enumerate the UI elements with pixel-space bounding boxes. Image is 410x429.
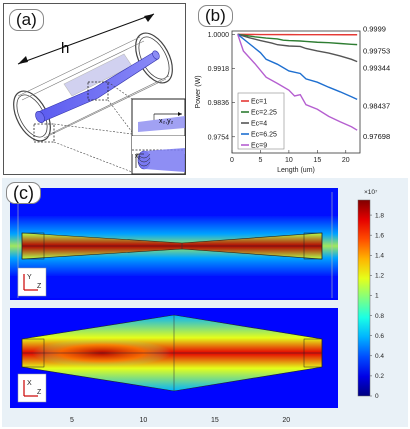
colorbar-exponent: ×10⁷ <box>364 189 378 196</box>
colorbar-tick-label: 1.6 <box>375 232 384 239</box>
x-tick-label: 10 <box>285 157 293 164</box>
bottom-left-end <box>21 338 45 368</box>
end-value-label: 0.97698 <box>363 132 390 141</box>
y-tick-label: 0.9918 <box>208 66 230 73</box>
legend-box <box>237 92 285 150</box>
series-line-ec-2-25 <box>237 33 358 46</box>
panel-a-label: (a) <box>9 9 44 31</box>
x-tick-label: 0 <box>230 157 234 164</box>
colorbar-tick-label: 1.4 <box>375 252 384 259</box>
end-value-label: 0.99753 <box>363 47 390 56</box>
x2-label: x₂,y₂ <box>159 118 174 125</box>
heatmap-x-tick-label: 10 <box>140 417 148 424</box>
series-line-ec-6-25 <box>237 33 358 101</box>
x-tick-label: 20 <box>342 157 350 164</box>
panel-c: Y Z X Z 5 10 15 20 ×10⁷ 0 0.2 0.4 0.6 0.8 1 1.2 1.4 1.6 1.… <box>2 178 408 427</box>
panel-a: (a) h x₂,y₂ x₁ <box>3 3 186 175</box>
bottom-axes-glyph-label-horizontal: Z <box>37 389 42 396</box>
y-axis-label: Power (W) <box>195 75 202 108</box>
series-line-ec-4 <box>237 33 358 63</box>
top-axes-glyph-label-horizontal: Z <box>37 283 42 290</box>
panel-separator <box>10 300 338 308</box>
colorbar-tick-label: 0.8 <box>375 313 384 320</box>
legend-entry: Ec=6.25 <box>251 132 277 139</box>
top-left-end <box>21 232 45 260</box>
bottom-axes-glyph-label-vertical: X <box>27 380 32 387</box>
colorbar-tick-label: 0 <box>375 393 379 400</box>
legend-entry: Ec=1 <box>251 99 267 106</box>
colorbar-tick-label: 0.6 <box>375 333 384 340</box>
x-axis-label: Length (um) <box>277 167 315 174</box>
x-tick-label: 5 <box>258 157 262 164</box>
top-right-end <box>303 232 323 260</box>
legend-entry: Ec=9 <box>251 143 267 150</box>
colorbar-tick-label: 0.4 <box>375 353 384 360</box>
end-value-label: 0.98437 <box>363 101 390 110</box>
colorbar-tick-label: 1.8 <box>375 212 384 219</box>
h-arrow <box>17 13 155 65</box>
heatmap-x-tick-label: 5 <box>70 417 74 424</box>
y-tick-label: 0.9754 <box>208 134 230 141</box>
heatmap-x-tick-label: 20 <box>282 417 290 424</box>
colorbar-tick-label: 1.2 <box>375 273 384 280</box>
h-label: h <box>61 40 70 57</box>
legend-entry: Ec=2.25 <box>251 110 277 117</box>
colorbar-tick-label: 0.2 <box>375 373 384 380</box>
heatmap-x-tick-label: 15 <box>211 417 219 424</box>
waveguide-schematic <box>13 13 186 175</box>
panel-b: 0 5 10 15 20 1.0000 0.9918 0.9836 0.9754 Length (… <box>190 3 406 175</box>
end-value-label: 0.9999 <box>363 25 386 34</box>
bottom-axes-glyph <box>17 373 47 403</box>
y-tick-label: 1.0000 <box>208 32 230 39</box>
power-chart: 0 5 10 15 20 1.0000 0.9918 0.9836 0.9754 Length (… <box>195 25 390 174</box>
x1-label: x₁ <box>135 153 141 160</box>
x-tick-label: 15 <box>313 157 321 164</box>
legend-entry: Ec=4 <box>251 121 267 128</box>
colorbar <box>357 199 371 397</box>
y-tick-label: 0.9836 <box>208 100 230 107</box>
top-axes-glyph <box>17 267 47 297</box>
end-value-label: 0.99344 <box>363 64 390 73</box>
top-axes-glyph-label-vertical: Y <box>27 274 32 281</box>
series-line-ec-9 <box>237 34 358 131</box>
panel-b-label: (b) <box>198 5 233 27</box>
bottom-right-end <box>303 338 323 368</box>
panel-c-label: (c) <box>6 182 41 204</box>
colorbar-tick-label: 1 <box>375 293 379 300</box>
